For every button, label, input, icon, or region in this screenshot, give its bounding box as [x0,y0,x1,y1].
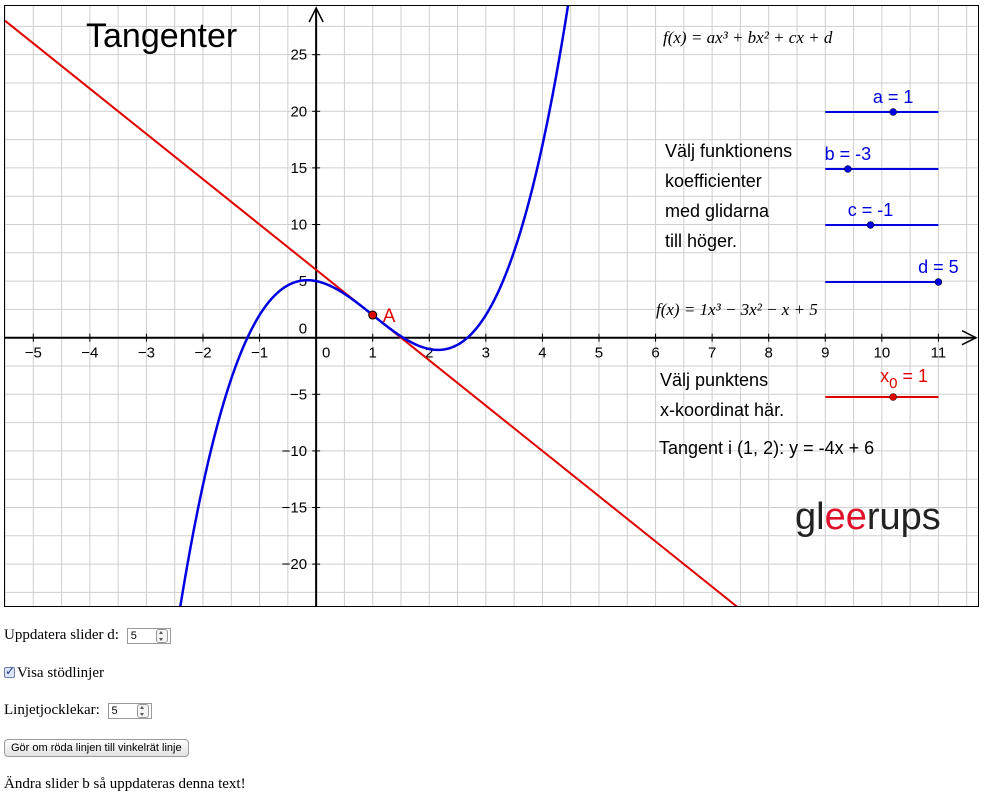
spinner-arrows-icon[interactable] [156,629,168,643]
instruction-line: med glidarna [665,201,770,221]
instruction-line: till höger. [665,231,737,251]
instruction-line: Välj punktens [660,370,768,390]
slider-label: d = 5 [918,257,959,277]
thickness-value[interactable]: 5 [109,705,137,717]
slider-knob[interactable] [890,109,897,116]
y-tick-label: 10 [290,216,307,233]
x-tick-label: 1 [369,345,377,362]
perpendicular-button[interactable]: Gör om röda linjen till vinkelrät linje [4,739,189,757]
x-tick-label: 11 [931,345,947,362]
x-tick-label: 3 [482,345,490,362]
gleerups-logo: gleerups [795,496,941,538]
spinner-arrows-icon[interactable] [137,704,149,718]
logo-text-post: rups [867,496,941,538]
helper-lines-label[interactable]: Visa stödlinjer [17,665,104,681]
x-tick-label: 10 [873,345,890,362]
y-tick-label: −5 [290,386,307,403]
logo-text-pre: gl [795,496,825,538]
footer-text: Ändra slider b så uppdateras denna text! [4,776,246,793]
x0-label-sub: 0 [889,375,897,392]
x-tick-label: 9 [821,345,829,362]
slider-d-control: Uppdatera slider d: 5 [4,627,171,644]
x-tick-label: −3 [138,345,155,362]
slider-a[interactable]: a = 1 [825,87,938,116]
x-tick-label: 5 [595,345,603,362]
x-tick-label: 7 [708,345,716,362]
slider-label: b = -3 [825,144,872,164]
x-tick-label: −2 [194,345,211,362]
y-tick-label: −20 [282,556,307,573]
slider-d-label: Uppdatera slider d: [4,627,119,643]
helper-lines-checkbox[interactable] [4,667,15,678]
logo-text-mid: ee [825,496,867,538]
thickness-label: Linjetjocklekar: [4,702,100,718]
thickness-control: Linjetjocklekar: 5 [4,702,152,719]
tangent-equation-text: Tangent i (1, 2): y = -4x + 6 [659,438,874,458]
x-tick-label: 6 [651,345,659,362]
slider-d[interactable]: d = 5 [825,257,958,286]
y-tick-label: 0 [299,321,307,338]
x-tick-label: −1 [251,345,268,362]
perpendicular-control: Gör om röda linjen till vinkelrät linje [4,739,189,757]
slider-knob[interactable] [844,166,851,173]
y-tick-label: 20 [290,103,307,120]
x0-slider-label: x0 = 1 [880,366,928,392]
point-a[interactable] [369,311,377,319]
x-tick-labels: −5 −4 −3 −2 −1 0 1 2 3 4 5 6 7 8 9 10 11 [25,345,946,362]
x-tick-label: 8 [765,345,773,362]
x-tick-label: 0 [322,345,330,362]
instruction-line: x-koordinat här. [660,400,784,420]
slider-d-value[interactable]: 5 [128,630,156,642]
slider-d-spinner[interactable]: 5 [127,628,171,644]
instruction-line: Välj funktionens [665,141,792,161]
formula-general: f(x) = ax³ + bx² + cx + d [663,28,833,47]
slider-knob[interactable] [867,222,874,229]
instruction-line: koefficienter [665,171,762,191]
x0-label-main: x [880,366,889,386]
slider-label: a = 1 [873,87,914,107]
point-a-label: A [383,306,396,327]
thickness-spinner[interactable]: 5 [108,703,152,719]
y-tick-label: 25 [290,47,307,64]
geogebra-applet[interactable]: −5 −4 −3 −2 −1 0 1 2 3 4 5 6 7 8 9 10 11 −20 −15 −10 −5 0 5 10… [4,5,979,607]
y-tick-label: 15 [290,160,307,177]
helper-lines-control: Visa stödlinjer [4,665,104,682]
x-tick-label: −5 [25,345,42,362]
slider-c[interactable]: c = -1 [825,200,938,229]
x-tick-label: −4 [81,345,98,362]
x-tick-label: 4 [538,345,546,362]
x0-label-rest: = 1 [897,366,928,386]
formula-specific: f(x) = 1x³ − 3x² − x + 5 [656,300,818,319]
slider-label: c = -1 [848,200,894,220]
x0-slider-knob[interactable] [890,394,897,401]
cubic-curve[interactable] [150,6,598,606]
y-tick-label: −15 [282,500,307,517]
applet-title: Tangenter [86,17,237,55]
instruction-point: Välj punktens x-koordinat här. [660,370,784,420]
y-tick-label: −10 [282,443,307,460]
slider-knob[interactable] [935,279,942,286]
